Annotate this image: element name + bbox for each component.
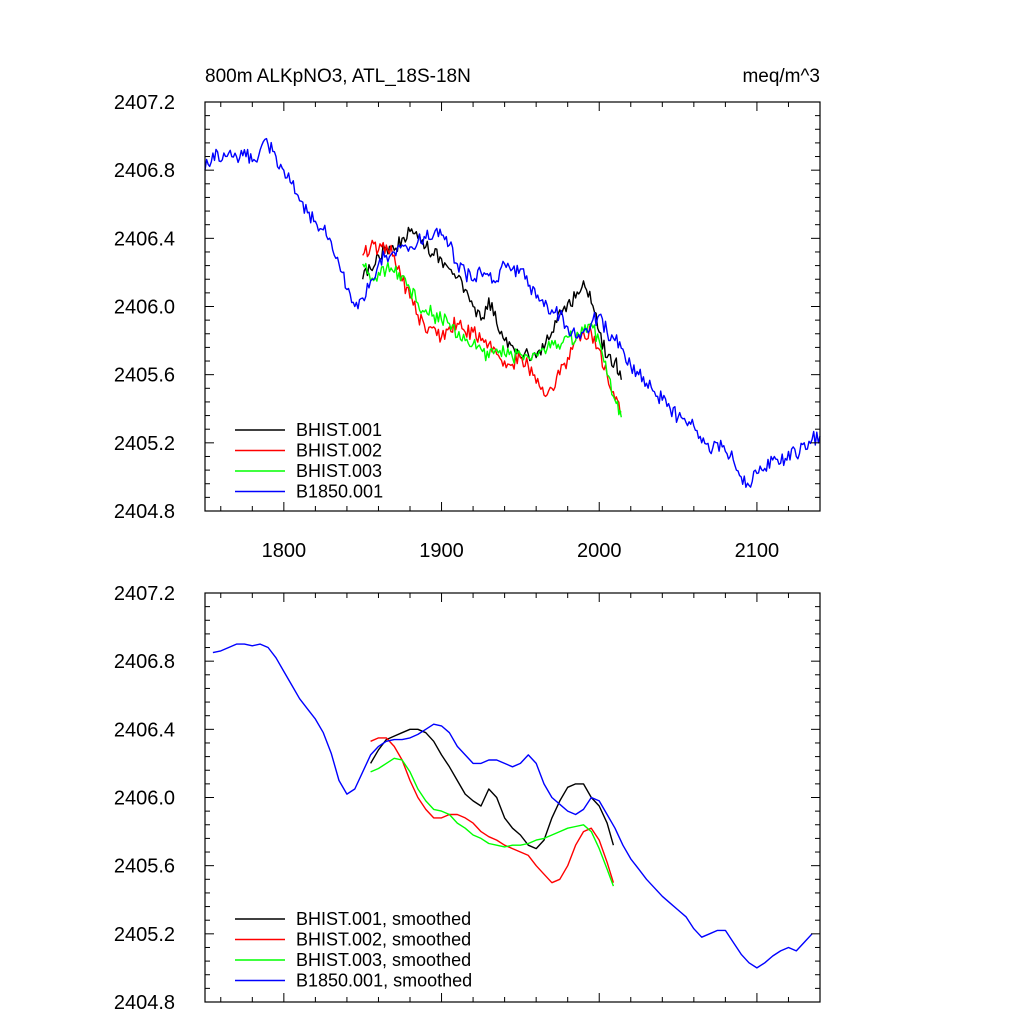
y-tick-label: 2405.6 bbox=[114, 365, 175, 387]
series-line-bhist-001-smoothed bbox=[369, 728, 615, 850]
series-lines bbox=[204, 137, 821, 488]
y-tick-labels: 2404.8 2405.2 2405.6 2406.0 2406.4 2406.8 2407… bbox=[114, 92, 175, 523]
series-line-b1850-001-smoothed bbox=[212, 643, 813, 969]
y-tick-label: 2404.8 bbox=[114, 992, 175, 1014]
series-line-bhist-001 bbox=[362, 226, 622, 380]
y-tick-label: 2406.8 bbox=[114, 160, 175, 182]
y-tick-label: 2406.0 bbox=[114, 788, 175, 810]
plot-frame bbox=[204, 592, 821, 1003]
x-tick-label: 2000 bbox=[577, 540, 622, 562]
series-line-bhist-002-smoothed bbox=[370, 737, 615, 884]
y-tick-label: 2405.2 bbox=[114, 433, 175, 455]
y-tick-label: 2406.8 bbox=[114, 651, 175, 673]
series-lines bbox=[212, 643, 813, 969]
y-tick-labels: 2404.8 2405.2 2405.6 2406.0 2406.4 2406.8 2407… bbox=[114, 583, 175, 1014]
series-line-b1850-001 bbox=[204, 137, 821, 488]
x-tick-label: 2100 bbox=[735, 540, 780, 562]
chart-title: 800m ALKpNO3, ATL_18S-18N bbox=[205, 66, 471, 87]
legend-label: B1850.001, smoothed bbox=[296, 971, 472, 991]
legend-label: BHIST.001, smoothed bbox=[296, 909, 471, 929]
x-tick-label: 1800 bbox=[262, 540, 307, 562]
y-tick-label: 2405.2 bbox=[114, 924, 175, 946]
y-tick-label: 2407.2 bbox=[114, 583, 175, 605]
legend-label: B1850.001 bbox=[296, 482, 383, 502]
top-panel: 800m ALKpNO3, ATL_18S-18N meq/m^3 2404.8… bbox=[114, 66, 821, 562]
x-tick-labels: 1800 1900 2000 2100 bbox=[262, 540, 780, 562]
y-tick-label: 2406.4 bbox=[114, 228, 175, 250]
y-tick-label: 2405.6 bbox=[114, 856, 175, 878]
axis-ticks bbox=[205, 592, 821, 1003]
legend-label: BHIST.002, smoothed bbox=[296, 930, 471, 950]
y-tick-label: 2407.2 bbox=[114, 92, 175, 114]
units-label: meq/m^3 bbox=[742, 66, 820, 87]
y-tick-label: 2406.0 bbox=[114, 297, 175, 319]
legend-label: BHIST.001 bbox=[296, 420, 382, 440]
legend-label: BHIST.003, smoothed bbox=[296, 950, 471, 970]
legend-label: BHIST.003 bbox=[296, 461, 382, 481]
bottom-panel: 2404.8 2405.2 2405.6 2406.0 2406.4 2406.8 2407… bbox=[114, 583, 821, 1014]
series-line-bhist-003-smoothed bbox=[370, 757, 615, 887]
plot-frame bbox=[204, 101, 821, 512]
series-line-bhist-002 bbox=[362, 239, 622, 413]
y-tick-label: 2404.8 bbox=[114, 501, 175, 523]
y-tick-label: 2406.4 bbox=[114, 719, 175, 741]
legend-label: BHIST.002 bbox=[296, 441, 382, 461]
x-tick-label: 1900 bbox=[419, 540, 464, 562]
